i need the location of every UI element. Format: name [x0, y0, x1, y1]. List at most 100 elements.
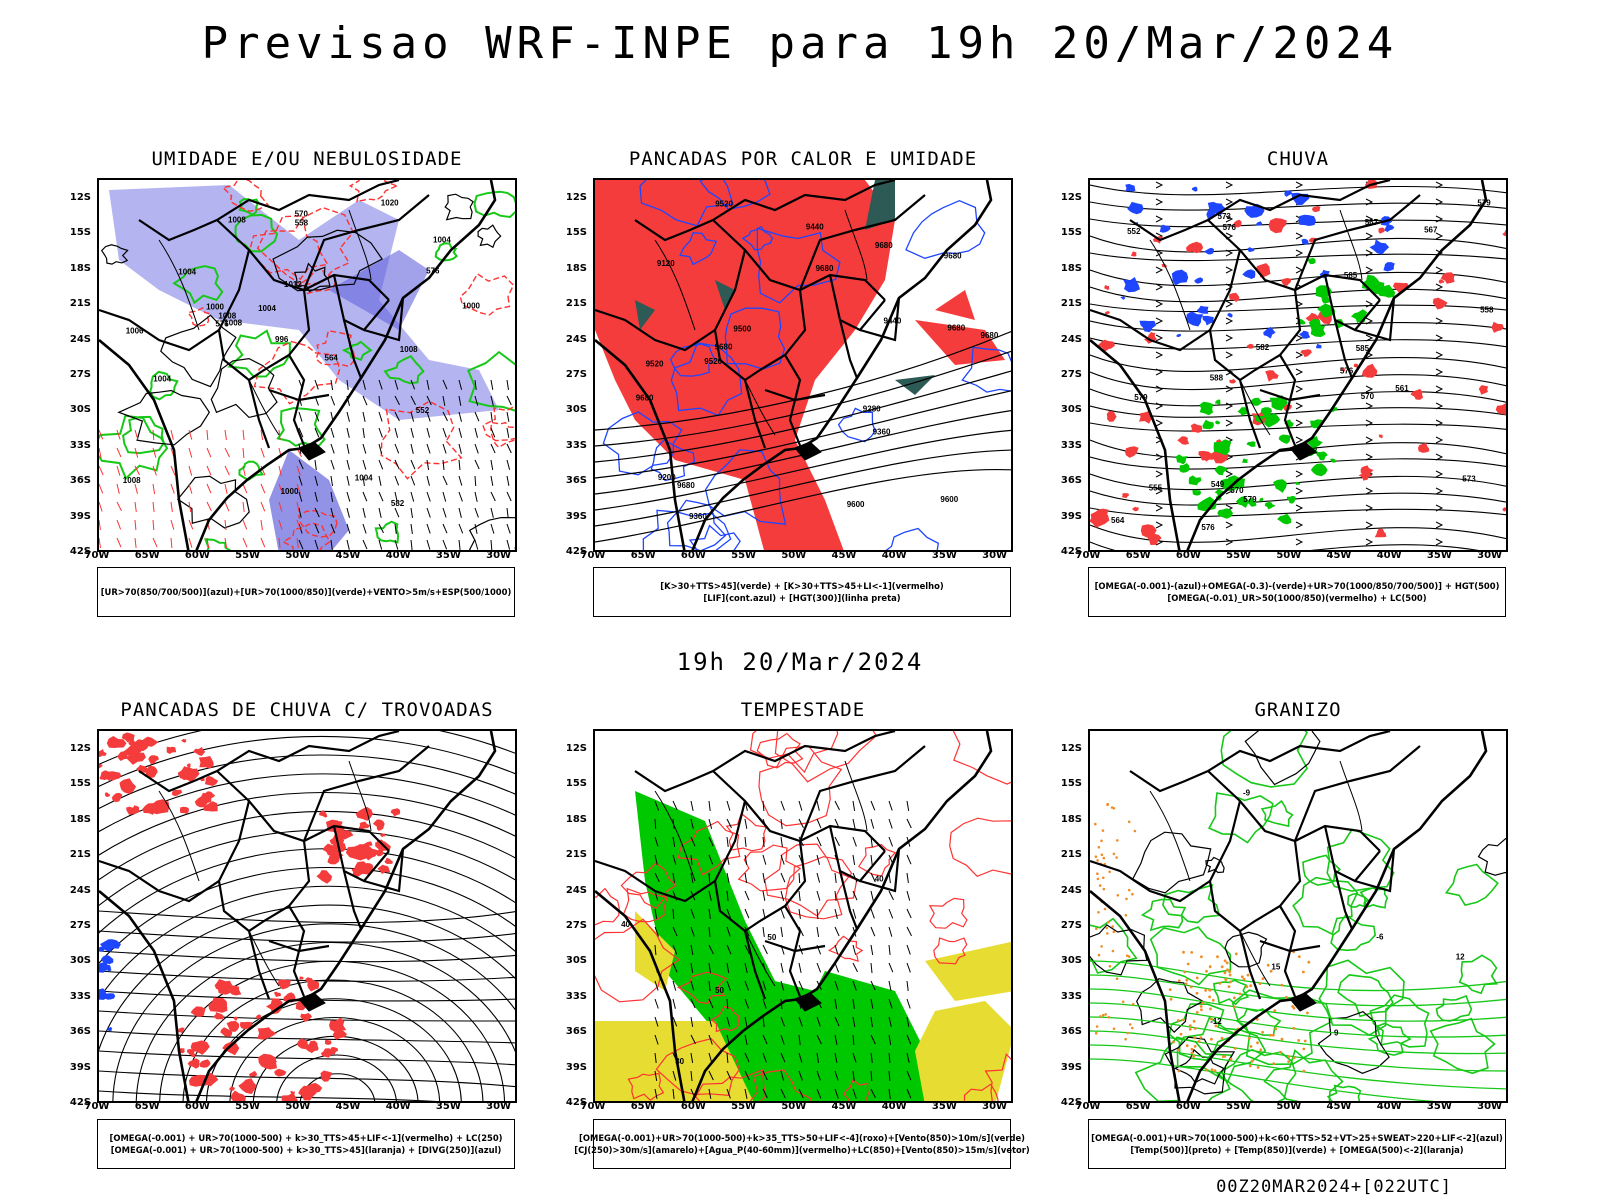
contour-label: 9680 — [981, 331, 999, 340]
contour-label: 9 — [1334, 1028, 1339, 1037]
panel-legend: [OMEGA(-0.001) + UR>70(1000-500) + k>30_… — [97, 1119, 515, 1169]
lon-tick-label: 55W — [1226, 550, 1252, 561]
panel-title: GRANIZO — [1254, 699, 1342, 721]
lon-tick-label: 30W — [982, 550, 1008, 561]
lat-tick-label: 42S — [1060, 1097, 1082, 1108]
contour-label: 1012 — [284, 280, 302, 289]
lat-tick-label: 33S — [69, 439, 91, 451]
contour-label: 579 — [1477, 199, 1491, 208]
contour-label: 573 — [1462, 474, 1476, 483]
lon-tick-label: 50W — [1276, 550, 1302, 561]
lat-tick-label: 12S — [69, 192, 91, 203]
lat-tick-label: 21S — [565, 298, 587, 310]
lon-tick-label: 70W — [1075, 550, 1101, 561]
lon-tick-label: 45W — [335, 550, 361, 561]
contour-label: 573 — [1218, 212, 1232, 221]
lon-tick-label: 40W — [881, 1101, 907, 1112]
legend-line: [OMEGA(-0.001) + UR>70(1000-500) + k>30_… — [109, 1133, 503, 1143]
lat-tick-label: 33S — [565, 990, 587, 1002]
lon-tick-label: 70W — [580, 1101, 606, 1112]
lat-tick-label: 27S — [1060, 369, 1082, 380]
lat-tick-label: 36S — [565, 475, 587, 487]
lon-tick-label: 50W — [1276, 1101, 1302, 1112]
lon-tick-label: 65W — [630, 550, 656, 561]
contour-label: 9680 — [636, 394, 654, 403]
lat-tick-label: 27S — [69, 369, 91, 380]
contour-label: 588 — [1210, 373, 1224, 382]
contour-label: 576 — [1340, 366, 1354, 375]
lat-tick-label: 36S — [69, 475, 91, 487]
contour-label: -6 — [1376, 933, 1384, 942]
lon-tick-label: 50W — [781, 1101, 807, 1112]
lon-tick-label: 30W — [1477, 1101, 1503, 1112]
forecast-map: -12 -6 -9 9 12 15 — [1088, 729, 1508, 1103]
lat-tick-label: 42S — [69, 1097, 91, 1108]
lon-tick-label: 60W — [1175, 550, 1201, 561]
forecast-map: 588 585 579 576 582 579 576 573 570 567 564 561 558 5… — [1088, 178, 1508, 552]
contour-label: 555 — [1149, 483, 1163, 492]
lat-tick-label: 15S — [1060, 778, 1082, 790]
contour-label: 9200 — [658, 473, 676, 482]
lat-tick-label: 30S — [69, 955, 91, 967]
lat-tick-label: 30S — [1060, 955, 1082, 967]
contour-label: 1008 — [400, 345, 418, 354]
contour-label: 9360 — [689, 512, 707, 521]
lat-tick-label: 18S — [565, 813, 587, 825]
contour-label: 570 — [1361, 392, 1375, 401]
panel-legend: [OMEGA(-0.001)+UR>70(1000-500)+k<60+TTS>… — [1088, 1119, 1506, 1169]
lat-tick-label: 15S — [69, 227, 91, 239]
contour-label: 561 — [1395, 384, 1409, 393]
lon-tick-label: 65W — [1125, 1101, 1151, 1112]
lat-tick-label: 42S — [69, 546, 91, 557]
lat-tick-label: 12S — [565, 743, 587, 754]
lon-tick-label: 30W — [486, 1101, 512, 1112]
contour-label: 40 — [875, 875, 884, 884]
lat-tick-label: 18S — [565, 262, 587, 274]
panel-title: TEMPESTADE — [740, 699, 866, 721]
contour-label: 9600 — [847, 500, 865, 509]
contour-label: 576 — [215, 320, 229, 329]
contour-label: 9600 — [940, 495, 958, 504]
contour-label: 585 — [1344, 271, 1358, 280]
lat-tick-label: 36S — [69, 1026, 91, 1038]
contour-label: 1006 — [126, 327, 144, 336]
lon-tick-label: 40W — [1376, 550, 1402, 561]
contour-label: 585 — [1356, 344, 1370, 353]
contour-label: 996 — [275, 335, 289, 344]
lat-tick-label: 39S — [565, 510, 587, 522]
contour-label: 579 — [1243, 495, 1257, 504]
legend-line: [OMEGA(-0.001) + UR>70(1000-500) + k>30_… — [110, 1145, 502, 1155]
contour-label: 1000 — [462, 302, 480, 311]
contour-label: 40 — [621, 920, 630, 929]
lon-tick-label: 35W — [931, 1101, 957, 1112]
contour-label: 9680 — [875, 241, 893, 250]
lon-tick-label: 50W — [781, 550, 807, 561]
legend-line: [OMEGA(-0.001)-(azul)+OMEGA(-0.3)-(verde… — [1094, 581, 1500, 591]
lat-tick-label: 18S — [1060, 262, 1082, 274]
contour-label: 1004 — [355, 473, 373, 482]
panel-legend: [K>30+TTS>45](verde) + [K>30+TTS>45+LI<-… — [593, 567, 1011, 617]
contour-label: 558 — [295, 219, 309, 228]
contour-label: 9280 — [863, 405, 881, 414]
contour-label: 9360 — [873, 427, 891, 436]
forecast-map: 1008 1008 1006 1012 1004 1004 1008 1004 1008 1000… — [97, 178, 517, 552]
contour-label: 1004 — [433, 235, 451, 244]
contour-label: 570 — [295, 209, 309, 218]
contour-label: 1000 — [206, 303, 224, 312]
lat-tick-label: 24S — [69, 333, 91, 345]
contour-label: -9 — [1243, 789, 1251, 798]
main-title: Previsao WRF-INPE para 19h 20/Mar/2024 — [201, 18, 1399, 69]
contour-label: 9440 — [884, 317, 902, 326]
lon-tick-label: 70W — [580, 550, 606, 561]
contour-label: 576 — [1201, 523, 1215, 532]
panel-legend: [OMEGA(-0.001)+UR>70(1000-500)+k>35_TTS>… — [574, 1119, 1030, 1169]
contour-label: 576 — [1223, 223, 1237, 232]
lon-tick-label: 45W — [335, 1101, 361, 1112]
legend-line: [OMEGA(-0.01)_UR>50(1000/850)(vermelho) … — [1167, 593, 1427, 603]
panel-title: PANCADAS DE CHUVA C/ TROVOADAS — [120, 699, 494, 721]
lon-tick-label: 60W — [1175, 1101, 1201, 1112]
lon-tick-label: 60W — [184, 1101, 210, 1112]
panel-legend: [OMEGA(-0.001)-(azul)+OMEGA(-0.3)-(verde… — [1088, 567, 1506, 617]
lat-tick-label: 24S — [565, 884, 587, 896]
contour-label: 9500 — [733, 325, 751, 334]
